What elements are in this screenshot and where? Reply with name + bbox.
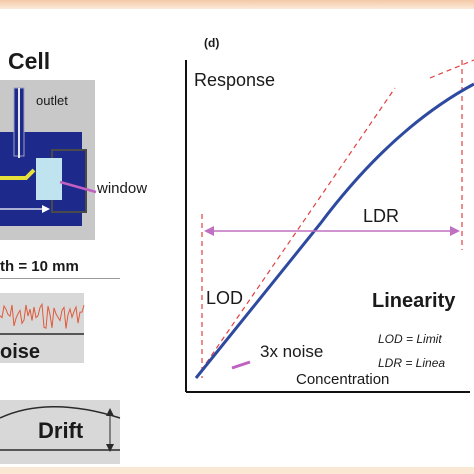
cell-window — [36, 158, 62, 200]
window-pointer-line — [59, 180, 97, 194]
y-axis-label: Response — [194, 70, 276, 90]
top-banner-stripe — [0, 0, 474, 9]
drift-arrowhead-down — [106, 444, 114, 452]
ldr-arrowhead-left — [204, 226, 214, 236]
ldr-definition: LDR = Linea — [378, 356, 446, 370]
saturation-guide — [429, 59, 474, 79]
lod-label: LOD — [206, 288, 244, 308]
response-curve — [194, 82, 474, 379]
flow-cell-title: Cell — [8, 48, 51, 74]
x-axis-label: Concentration — [296, 371, 390, 388]
linear-extrapolation-line — [195, 87, 396, 379]
lod-definition: LOD = Limit — [378, 332, 442, 346]
panel-divider — [0, 278, 120, 279]
inlet-tube-lumen — [18, 88, 20, 158]
ldr-label: LDR — [363, 206, 400, 226]
noise-trace — [0, 302, 85, 329]
flow-cell-diagram — [0, 80, 97, 240]
noise-marker — [231, 360, 251, 370]
flow-path — [0, 168, 36, 180]
ldr-arrowhead-right — [450, 226, 460, 236]
linearity-plot — [185, 59, 474, 393]
outlet-label: outlet — [36, 93, 68, 108]
noise-label: oise — [0, 341, 41, 363]
window-label: window — [97, 180, 148, 197]
noise-multiple-label: 3x noise — [260, 342, 324, 361]
drift-arrowhead-up — [106, 408, 114, 416]
bottom-banner-stripe — [0, 467, 474, 474]
path-length-label: th = 10 mm — [0, 258, 79, 275]
light-beam-arrowhead — [42, 205, 50, 213]
drift-panel — [0, 400, 121, 464]
drift-curve — [0, 406, 121, 419]
drift-label: Drift — [38, 418, 84, 443]
linearity-title: Linearity — [372, 290, 456, 312]
noise-panel — [0, 293, 85, 363]
panel-label: (d) — [204, 36, 220, 50]
